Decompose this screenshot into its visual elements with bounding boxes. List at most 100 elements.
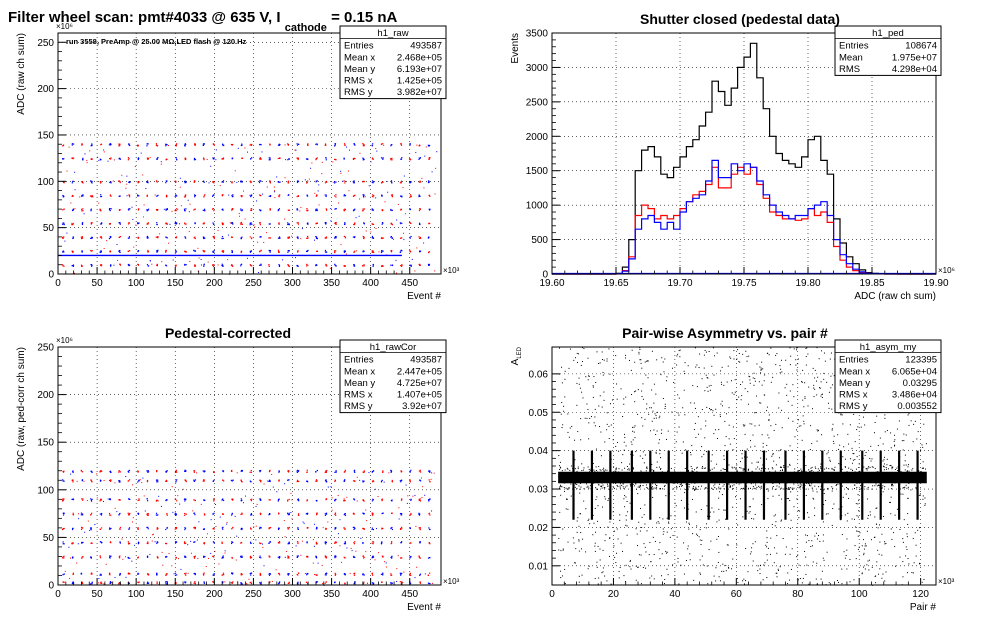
scatter-point xyxy=(900,493,902,495)
scatter-point xyxy=(118,209,121,211)
scatter-point xyxy=(754,412,756,414)
scatter-point xyxy=(583,348,585,350)
scatter-point xyxy=(764,394,766,396)
scatter-point xyxy=(287,222,289,224)
scatter-point xyxy=(307,144,309,147)
scatter-point xyxy=(668,521,670,523)
scatter-point xyxy=(666,376,668,378)
scatter-point xyxy=(856,515,858,517)
scatter-point xyxy=(83,480,85,482)
scatter-point xyxy=(608,498,610,500)
scatter-point xyxy=(913,562,915,564)
scatter-point xyxy=(324,574,326,576)
scatter-point xyxy=(213,223,215,225)
scatter-point xyxy=(409,557,411,559)
scatter-point xyxy=(372,499,375,501)
scatter-point xyxy=(108,572,111,574)
scatter-point xyxy=(287,143,289,145)
scatter-point xyxy=(231,470,233,472)
scatter-point xyxy=(660,457,662,459)
scatter-point xyxy=(817,535,819,537)
scatter-point xyxy=(400,574,402,576)
scatter-point xyxy=(749,376,751,378)
scatter-point xyxy=(571,425,573,427)
scatter-point xyxy=(749,379,751,381)
scatter-point xyxy=(353,251,355,253)
scatter-point xyxy=(215,149,217,151)
scatter-point xyxy=(606,580,608,582)
scatter-point xyxy=(648,413,650,415)
scatter-point xyxy=(259,194,261,197)
scatter-point xyxy=(838,463,840,465)
scatter-point xyxy=(344,222,346,224)
scatter-point xyxy=(373,583,375,585)
scatter-point xyxy=(708,408,710,410)
scatter-point xyxy=(805,347,807,349)
scatter-point xyxy=(325,556,328,558)
scatter-point xyxy=(373,194,375,197)
scatter-point xyxy=(305,158,308,160)
scatter-point xyxy=(362,159,364,161)
scatter-point xyxy=(774,514,776,516)
scatter-point xyxy=(177,209,179,211)
scatter-point xyxy=(223,144,225,146)
scatter-point xyxy=(91,471,93,474)
scatter-point xyxy=(90,223,92,225)
scatter-point xyxy=(578,383,580,385)
scatter-point xyxy=(90,500,93,502)
scatter-point xyxy=(128,208,130,210)
scatter-point xyxy=(431,472,433,474)
scatter-point xyxy=(342,180,344,182)
scatter-point xyxy=(409,582,412,585)
scatter-point xyxy=(427,251,430,254)
scatter-point xyxy=(259,479,261,482)
scatter-point xyxy=(579,387,581,389)
scatter-point xyxy=(717,561,719,563)
scatter-point xyxy=(634,437,636,439)
scatter-point xyxy=(346,496,348,498)
scatter-point xyxy=(200,258,202,260)
scatter-point xyxy=(816,380,818,382)
scatter-point xyxy=(90,556,92,558)
scatter-point xyxy=(212,264,214,266)
scatter-point xyxy=(203,513,206,515)
scatter-point xyxy=(701,409,703,411)
scatter-point xyxy=(362,499,364,501)
scatter-point xyxy=(882,460,884,462)
scatter-point xyxy=(81,542,83,544)
scatter-point xyxy=(674,515,676,517)
scatter-point xyxy=(350,547,352,549)
scatter-point xyxy=(390,145,392,147)
scatter-point xyxy=(894,546,896,548)
scatter-point xyxy=(81,557,83,559)
scatter-point xyxy=(894,565,896,567)
scatter-point xyxy=(743,578,745,580)
scatter-point xyxy=(241,574,243,576)
scatter-point xyxy=(709,511,711,513)
scatter-point xyxy=(812,490,814,492)
scatter-point xyxy=(156,573,158,576)
scatter-point xyxy=(250,572,252,574)
scatter-point xyxy=(410,235,412,238)
scatter-point xyxy=(390,573,392,575)
scatter-point xyxy=(594,408,596,410)
scatter-point xyxy=(882,443,884,445)
scatter-point xyxy=(371,542,373,544)
scatter-point xyxy=(287,223,289,226)
scatter-point xyxy=(726,381,728,383)
scatter-point xyxy=(598,466,600,468)
scatter-point xyxy=(830,375,832,377)
scatter-point xyxy=(165,236,167,239)
scatter-point xyxy=(820,381,822,383)
stats-value-4: 3.982e+07 xyxy=(397,87,442,98)
scatter-point xyxy=(327,521,329,523)
scatter-point xyxy=(316,512,318,514)
scatter-point xyxy=(752,377,754,379)
scatter-point xyxy=(353,572,355,575)
scatter-point xyxy=(128,194,131,196)
scatter-point xyxy=(174,471,177,474)
scatter-point xyxy=(648,554,650,556)
scatter-point xyxy=(749,423,751,425)
scatter-point xyxy=(699,529,701,531)
scatter-point xyxy=(335,498,337,501)
